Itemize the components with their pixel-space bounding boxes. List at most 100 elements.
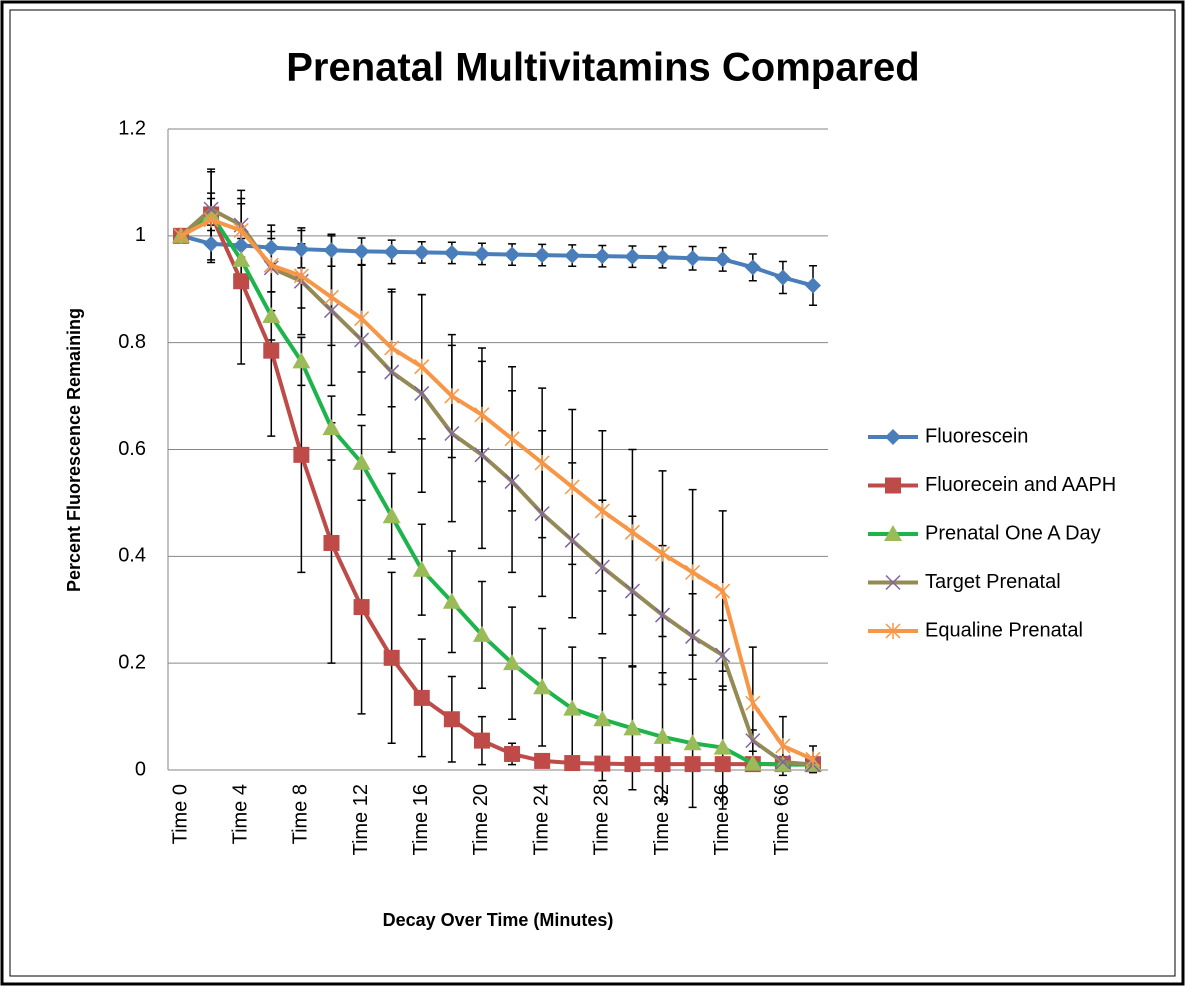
x-tick-label: Time 4 xyxy=(229,784,251,844)
x-tick-label: Time 12 xyxy=(350,784,372,856)
data-point xyxy=(685,628,701,644)
data-point xyxy=(443,711,460,728)
series-line xyxy=(180,217,814,762)
x-tick-label: Time 66 xyxy=(771,784,793,856)
series-line xyxy=(179,207,814,767)
y-tick-label: 0 xyxy=(135,758,146,780)
data-point xyxy=(293,241,310,258)
data-point xyxy=(653,727,672,744)
data-point xyxy=(534,454,550,471)
data-point xyxy=(413,244,430,261)
data-point xyxy=(624,524,640,541)
data-point xyxy=(504,246,521,263)
data-point xyxy=(293,267,309,284)
legend-marker xyxy=(885,574,901,591)
legend-item: Equaline Prenatal xyxy=(868,619,1083,641)
legend-label: Equaline Prenatal xyxy=(925,619,1083,641)
y-tick-label: 0.4 xyxy=(118,545,146,567)
data-point xyxy=(293,446,310,463)
data-point xyxy=(743,754,762,771)
data-point xyxy=(292,352,311,369)
series-line xyxy=(179,212,813,767)
data-point xyxy=(323,289,340,306)
y-tick-label: 1.2 xyxy=(118,117,146,139)
data-point xyxy=(323,303,340,319)
data-point xyxy=(444,425,460,442)
data-point xyxy=(534,752,551,769)
data-point xyxy=(384,340,400,357)
data-point xyxy=(715,583,731,600)
legend-marker xyxy=(885,429,901,445)
data-point xyxy=(745,695,761,712)
data-point xyxy=(564,478,580,495)
data-point xyxy=(412,560,431,577)
legend-marker xyxy=(885,477,901,494)
legend-marker xyxy=(885,623,901,639)
data-point xyxy=(442,592,461,609)
data-point xyxy=(203,211,219,228)
data-point xyxy=(203,201,219,217)
data-point xyxy=(353,599,370,616)
data-point xyxy=(774,269,791,286)
chart-title: Prenatal Multivitamins Compared xyxy=(286,46,919,90)
data-point xyxy=(233,237,250,254)
data-point xyxy=(474,406,490,423)
x-tick-label: Time 28 xyxy=(591,784,613,856)
data-point xyxy=(323,242,340,259)
data-point xyxy=(173,227,189,244)
legend-item: Prenatal One A Day xyxy=(868,522,1101,544)
data-point xyxy=(745,733,761,749)
data-point xyxy=(564,532,580,548)
data-point xyxy=(473,245,490,262)
data-point xyxy=(775,754,791,770)
legend-marker xyxy=(884,525,902,541)
data-point xyxy=(263,239,280,256)
data-point xyxy=(203,235,220,252)
data-point xyxy=(263,342,280,359)
legend-label: Prenatal One A Day xyxy=(925,522,1101,544)
y-tick-label: 0.2 xyxy=(118,651,146,673)
data-point xyxy=(654,607,671,623)
x-tick-label: Time 36 xyxy=(711,784,733,856)
data-point xyxy=(384,364,400,380)
data-point xyxy=(504,745,521,762)
data-point xyxy=(685,564,701,581)
data-point xyxy=(714,251,731,268)
x-axis-label: Decay Over Time (Minutes) xyxy=(383,910,614,930)
data-point xyxy=(414,358,430,375)
legend-item: Fluorescein xyxy=(868,425,1028,447)
data-point xyxy=(715,647,731,663)
data-point xyxy=(713,738,732,755)
data-point xyxy=(414,385,430,401)
x-tick-label: Time 20 xyxy=(470,784,492,856)
data-point xyxy=(263,257,279,274)
data-point xyxy=(775,737,791,754)
data-point xyxy=(534,247,551,264)
data-point xyxy=(504,430,520,447)
y-tick-label: 1 xyxy=(135,224,146,246)
data-point xyxy=(443,244,460,261)
data-point xyxy=(744,259,761,276)
inner-frame xyxy=(9,9,1176,977)
y-tick-label: 0.6 xyxy=(118,438,146,460)
data-point xyxy=(594,559,610,575)
legend-item: Fluorecein and AAPH xyxy=(868,474,1116,496)
data-point xyxy=(714,756,731,773)
data-point xyxy=(654,249,671,266)
data-point xyxy=(352,453,371,470)
data-point xyxy=(594,248,611,265)
x-tick-label: Time 8 xyxy=(290,784,312,844)
data-point xyxy=(805,751,821,768)
data-point xyxy=(623,719,642,736)
data-point xyxy=(684,250,701,267)
series-line xyxy=(179,212,813,767)
y-axis-label: Percent Fluorescence Remaining xyxy=(64,308,84,592)
data-point xyxy=(232,250,251,267)
data-point xyxy=(684,756,701,773)
data-point xyxy=(533,678,552,695)
data-point xyxy=(805,277,821,294)
data-point xyxy=(472,625,491,642)
data-point xyxy=(534,506,550,522)
